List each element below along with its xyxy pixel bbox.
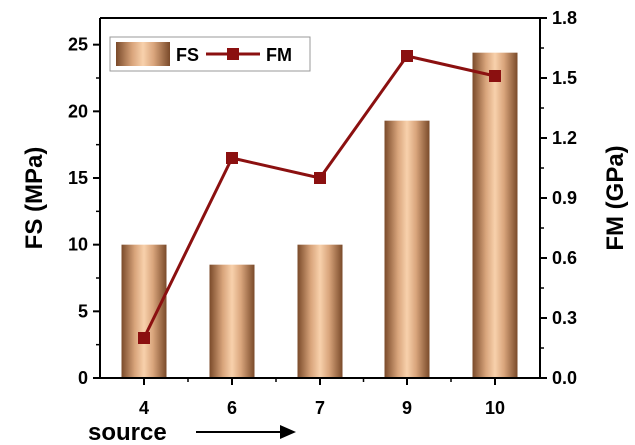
- x-axis-title-group: source: [88, 419, 296, 445]
- x-tick-label: 4: [139, 398, 149, 418]
- x-tick-label: 9: [402, 398, 412, 418]
- legend-fm-label: FM: [266, 45, 292, 65]
- legend: FS FM: [109, 36, 311, 72]
- fm-point: [489, 70, 501, 82]
- x-axis-title: source: [88, 419, 167, 445]
- fm-point: [401, 50, 413, 62]
- x-ticks: 4 6 7 9 10: [139, 378, 505, 418]
- fs-bar: [209, 264, 255, 378]
- fm-point: [138, 332, 150, 344]
- x-tick-label: 10: [485, 398, 505, 418]
- legend-fs-label: FS: [176, 45, 199, 65]
- x-tick-label: 7: [315, 398, 325, 418]
- right-tick-label: 0.6: [552, 248, 577, 268]
- left-tick-label: 0: [78, 368, 88, 388]
- fm-point: [226, 152, 238, 164]
- fs-bar: [472, 52, 518, 379]
- right-ticks: 0.0 0.3 0.6 0.9 1.2 1.5 1.8: [540, 8, 577, 388]
- right-tick-label: 1.5: [552, 68, 577, 88]
- legend-fm-marker: [227, 48, 239, 60]
- left-tick-label: 10: [68, 235, 88, 255]
- left-tick-label: 5: [78, 301, 88, 321]
- x-tick-label: 6: [227, 398, 237, 418]
- right-tick-label: 0.3: [552, 308, 577, 328]
- right-tick-label: 0.0: [552, 368, 577, 388]
- y-axis-right-title: FM (GPa): [602, 145, 629, 250]
- x-axis-arrowhead-icon: [280, 425, 296, 439]
- fs-bar: [121, 244, 167, 378]
- right-tick-label: 1.2: [552, 128, 577, 148]
- right-tick-label: 1.8: [552, 8, 577, 28]
- fm-series: [138, 50, 501, 344]
- left-tick-label: 20: [68, 101, 88, 121]
- fs-bar: [384, 120, 430, 379]
- y-axis-left-title: FS (MPa): [21, 147, 48, 250]
- left-ticks: 0 5 10 15 20 25: [68, 35, 100, 388]
- fs-bars: [121, 52, 518, 379]
- fs-bar: [297, 244, 343, 378]
- left-tick-label: 25: [68, 35, 88, 55]
- legend-fs-swatch: [116, 42, 170, 66]
- fm-point: [314, 172, 326, 184]
- left-tick-label: 15: [68, 168, 88, 188]
- right-tick-label: 0.9: [552, 188, 577, 208]
